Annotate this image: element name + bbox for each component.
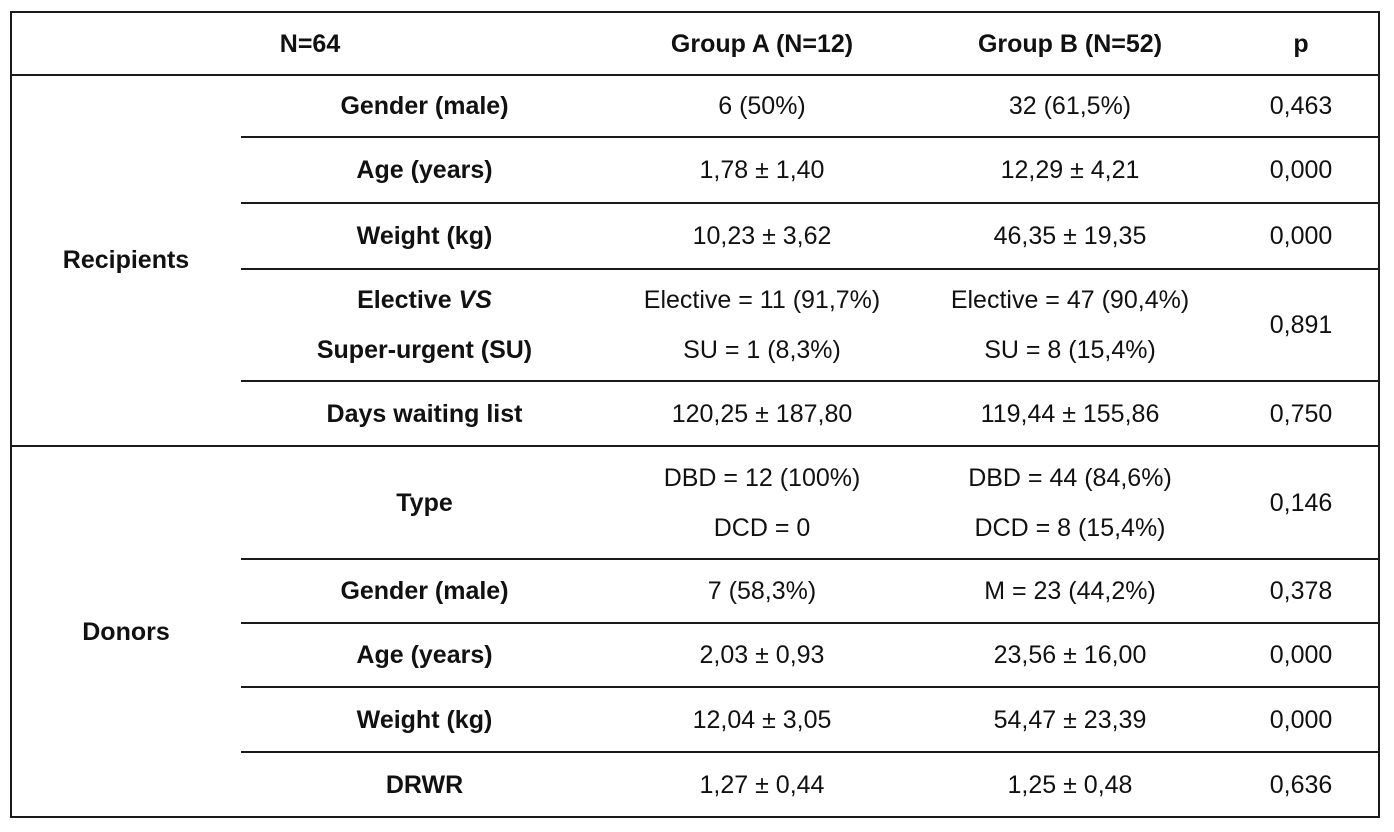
group-b-value: 32 (61,5%): [1008, 92, 1132, 120]
group-b-value: 119,44 ± 155,86: [980, 399, 1160, 428]
p-value: 0,378: [1269, 577, 1333, 605]
group-b-value-line1: Elective = 47 (90,4%): [950, 286, 1190, 314]
p-value: 0,891: [1269, 311, 1333, 339]
group-b-value: 23,56 ± 16,00: [993, 641, 1147, 669]
group-a-value-line2: SU = 1 (8,3%): [683, 336, 841, 364]
group-b-value: Elective = 47 (90,4%) SU = 8 (15,4%): [916, 270, 1224, 380]
p-value: 0,000: [1269, 222, 1333, 250]
section-recipients: Recipients: [62, 246, 190, 274]
group-a-value: 1,78 ± 1,40: [699, 156, 825, 184]
header-group-b: Group B (N=52): [977, 30, 1163, 58]
row-divider: [241, 686, 1380, 688]
p-value: 0,000: [1269, 705, 1333, 734]
row-divider: [241, 622, 1380, 624]
row-divider: [241, 558, 1380, 560]
row-divider: [241, 268, 1380, 270]
row-label: Age (years): [356, 641, 493, 669]
row-label: DRWR: [385, 771, 464, 799]
row-divider: [241, 202, 1380, 204]
group-a-value: DBD = 12 (100%) DCD = 0: [608, 447, 916, 558]
group-a-value: 120,25 ± 187,80: [671, 399, 853, 428]
p-value: 0,636: [1269, 771, 1333, 799]
row-label: Days waiting list: [326, 399, 523, 428]
p-value: 0,000: [1269, 156, 1333, 184]
row-label-line1: Elective VS: [357, 275, 492, 325]
group-a-value: 12,04 ± 3,05: [692, 705, 832, 734]
row-label-elective: Elective: [357, 286, 459, 314]
p-value: 0,000: [1269, 641, 1333, 669]
row-divider: [241, 751, 1380, 753]
header-p: p: [1293, 30, 1309, 58]
group-b-value-line1: DBD = 44 (84,6%): [968, 463, 1172, 492]
group-a-value: 10,23 ± 3,62: [692, 222, 832, 250]
group-a-value: 7 (58,3%): [707, 577, 817, 605]
row-label-vs: VS: [458, 286, 492, 314]
group-b-value: 46,35 ± 19,35: [993, 222, 1147, 250]
group-b-value: M = 23 (44,2%): [984, 577, 1156, 605]
group-a-value: 1,27 ± 0,44: [699, 771, 825, 799]
row-label: Gender (male): [340, 92, 509, 120]
p-value: 0,463: [1269, 92, 1333, 120]
group-a-value: 2,03 ± 0,93: [699, 641, 825, 669]
header-group-a: Group A (N=12): [670, 30, 854, 58]
group-a-value: Elective = 11 (91,7%) SU = 1 (8,3%): [608, 270, 916, 380]
row-label: Type: [396, 488, 453, 517]
p-value: 0,146: [1269, 488, 1333, 517]
row-divider: [241, 136, 1380, 138]
p-value: 0,750: [1269, 399, 1333, 428]
row-label: Age (years): [356, 156, 493, 184]
section-donors: Donors: [82, 618, 170, 646]
group-a-value-line1: Elective = 11 (91,7%): [643, 286, 881, 314]
group-b-value: 54,47 ± 23,39: [993, 705, 1147, 734]
group-b-value-line2: DCD = 8 (15,4%): [974, 513, 1166, 542]
group-a-value: 6 (50%): [718, 92, 806, 120]
group-a-value-line2: DCD = 0: [713, 513, 811, 542]
group-b-value: 12,29 ± 4,21: [1000, 156, 1140, 184]
header-n: N=64: [279, 30, 341, 58]
table-frame: [10, 11, 1380, 818]
row-label: Elective VS Super-urgent (SU): [241, 270, 608, 380]
section-divider: [10, 445, 1380, 447]
row-label: Weight (kg): [356, 222, 493, 250]
row-label: Gender (male): [340, 577, 509, 605]
group-b-value: 1,25 ± 0,48: [1007, 771, 1133, 799]
group-a-value-line1: DBD = 12 (100%): [663, 463, 861, 492]
row-label-line2: Super-urgent (SU): [316, 336, 533, 364]
row-label: Weight (kg): [356, 705, 493, 734]
group-b-value-line2: SU = 8 (15,4%): [984, 336, 1156, 364]
header-divider: [10, 74, 1380, 76]
row-divider: [241, 380, 1380, 382]
group-b-value: DBD = 44 (84,6%) DCD = 8 (15,4%): [916, 447, 1224, 558]
